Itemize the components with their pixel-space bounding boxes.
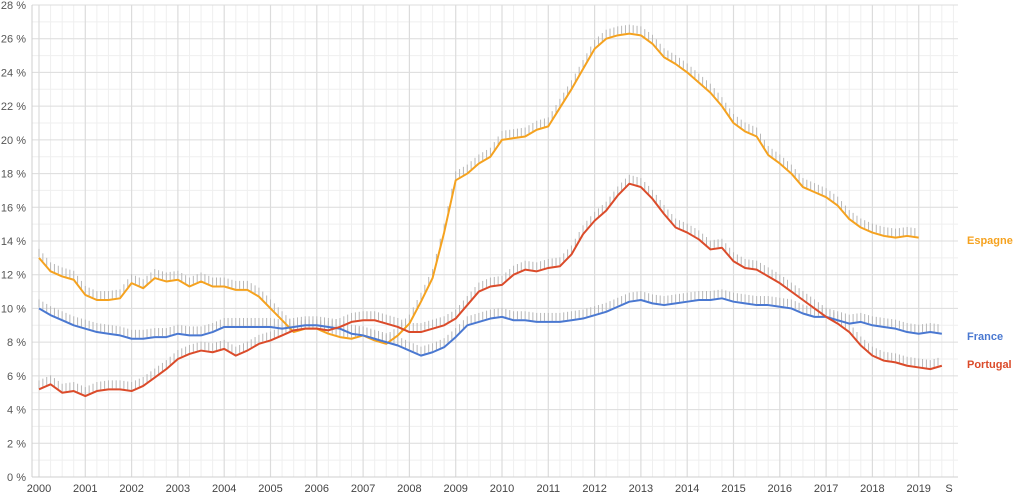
legend-france: France: [967, 331, 1003, 343]
legend-espagne: Espagne: [967, 235, 1013, 247]
x-tick-label: 2014: [675, 483, 699, 495]
y-tick-label: 28 %: [1, 0, 26, 12]
series-line-espagne: [38, 32, 919, 345]
x-tick-label: 2006: [305, 483, 329, 495]
upper-whiskers: [38, 24, 939, 396]
x-tick-label: 2007: [351, 483, 375, 495]
x-tick-label: 2011: [536, 483, 560, 495]
y-tick-label: 10 %: [1, 303, 26, 315]
y-tick-label: 12 %: [1, 270, 26, 282]
x-tick-label: 2017: [814, 483, 838, 495]
series-labels: Espagne France Portugal: [967, 235, 1013, 371]
y-tick-label: 16 %: [1, 202, 26, 214]
x-tick-label: 2013: [629, 483, 653, 495]
series-line-portugal: [38, 182, 943, 398]
series-line-france: [38, 297, 942, 357]
y-tick-label: 18 %: [1, 169, 26, 181]
x-tick-label: 2018: [860, 483, 884, 495]
x-tick-label: 2009: [443, 483, 467, 495]
x-tick-label: 2005: [258, 483, 282, 495]
legend-portugal: Portugal: [967, 359, 1012, 371]
minor-gridlines: [32, 5, 958, 477]
y-tick-label: 8 %: [7, 337, 26, 349]
x-tick-label: 2000: [27, 483, 51, 495]
x-tick-label: 2008: [397, 483, 421, 495]
x-tick-label: 2012: [582, 483, 606, 495]
y-tick-label: 14 %: [1, 236, 26, 248]
y-tick-label: 2 %: [7, 438, 26, 450]
x-tick-label: 2019: [906, 483, 930, 495]
y-tick-label: 6 %: [7, 371, 26, 383]
x-axis: 2000 2001 2002 2003 2004 2005 2006 2007 2008 2009…: [27, 483, 953, 495]
x-tick-label: S: [945, 483, 952, 495]
y-tick-label: 22 %: [1, 101, 26, 113]
x-tick-label: 2016: [768, 483, 792, 495]
major-gridlines: [31, 4, 958, 478]
y-tick-label: 0 %: [7, 472, 26, 484]
y-tick-label: 20 %: [1, 135, 26, 147]
series-lines: [38, 32, 943, 398]
y-tick-label: 24 %: [1, 67, 26, 79]
x-tick-label: 2002: [119, 483, 143, 495]
x-tick-label: 2015: [721, 483, 745, 495]
x-tick-label: 2003: [166, 483, 190, 495]
y-axis: 0 % 2 % 4 % 6 % 8 % 10 % 12 % 14 % 16 % 18 % 20 % 2…: [1, 0, 26, 484]
x-tick-label: 2001: [73, 483, 97, 495]
y-tick-label: 4 %: [7, 405, 26, 417]
x-tick-label: 2010: [490, 483, 514, 495]
x-tick-label: 2004: [212, 483, 236, 495]
y-tick-label: 26 %: [1, 34, 26, 46]
